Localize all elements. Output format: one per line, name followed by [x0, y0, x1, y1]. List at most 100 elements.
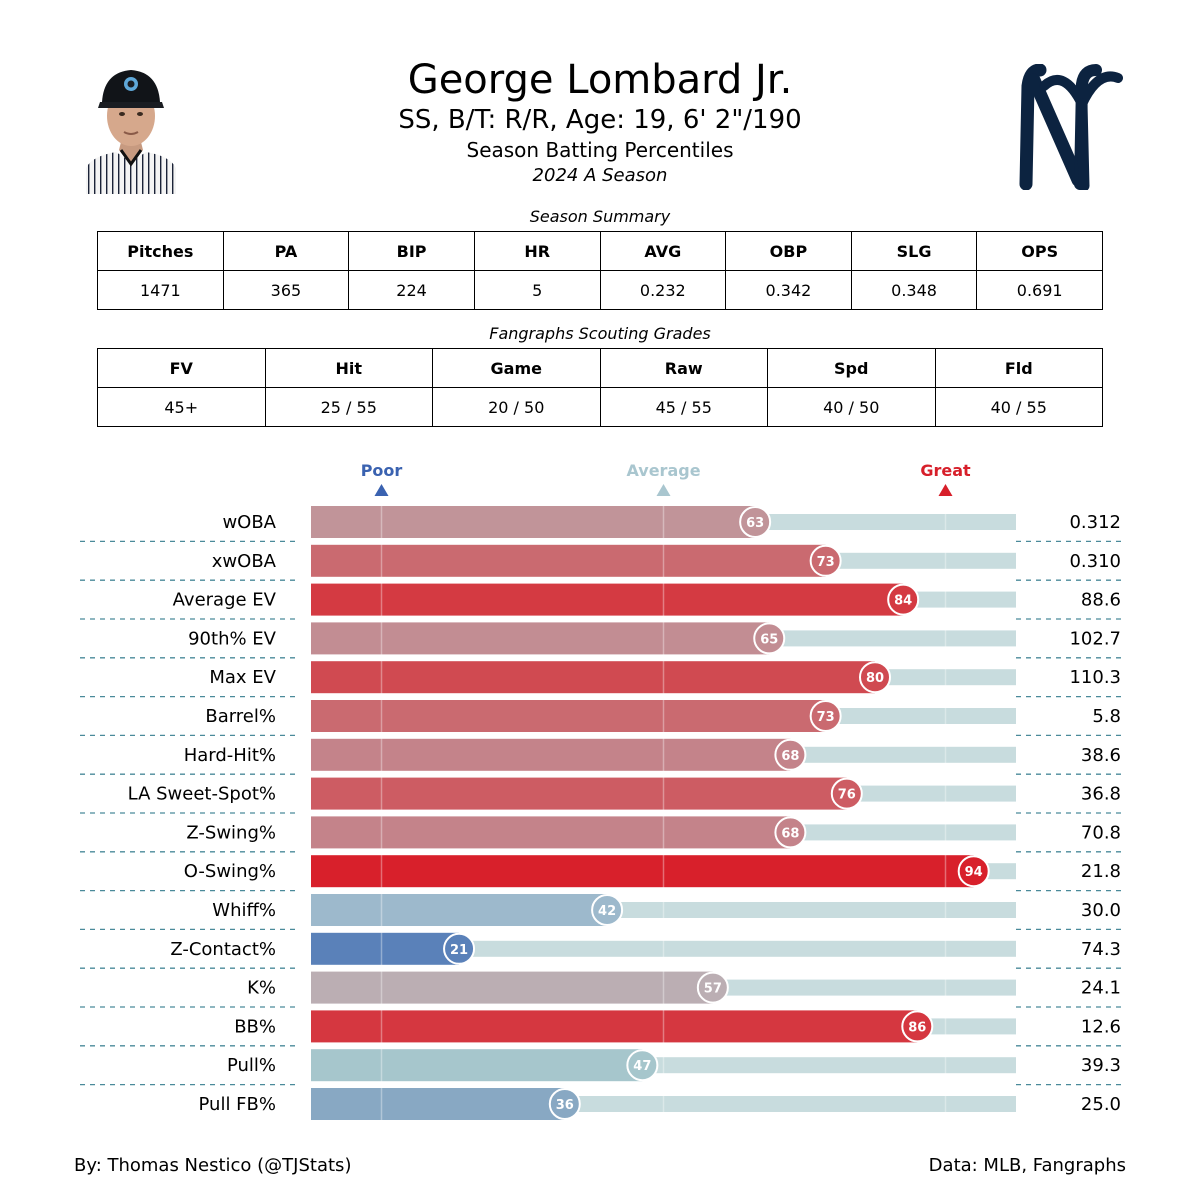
percentile-marker	[774, 738, 807, 771]
season-summary-table: Pitches PA BIP HR AVG OBP SLG OPS 1471 3…	[97, 231, 1103, 310]
percentile-marker	[548, 1088, 581, 1120]
scouting-grades-value: 25 / 55	[264, 387, 433, 427]
season-summary-header: PA	[222, 231, 350, 271]
season-summary-header: OBP	[725, 231, 852, 271]
stat-value: 30.0	[1081, 900, 1121, 921]
footer-credit: By: Thomas Nestico (@TJStats)	[74, 1155, 352, 1176]
metric-label: Pull%	[227, 1055, 276, 1076]
percentile-bar	[311, 544, 826, 577]
percentile-bar	[311, 777, 847, 810]
percentile-chart: Poor Average Great wOBA 0.312 xwOBA 0.310 Avera…	[80, 461, 1122, 1120]
scouting-grades-caption: Fangraphs Scouting Grades	[489, 324, 711, 343]
scouting-grades-value-row: 45+ 25 / 55 20 / 50 45 / 55 40 / 50 40 /…	[97, 387, 1103, 427]
percentile-marker-label: 21	[450, 943, 468, 958]
scouting-grades-value: 45 / 55	[599, 387, 768, 427]
footer-source: Data: MLB, Fangraphs	[928, 1155, 1126, 1176]
metric-label: O-Swing%	[184, 861, 276, 882]
percentile-marker-label: 73	[817, 555, 835, 570]
scouting-grades-header: FV	[97, 348, 266, 388]
percentile-marker	[626, 1049, 659, 1082]
percentile-marker-label: 65	[760, 632, 778, 647]
percentile-marker-label: 84	[894, 594, 912, 609]
percentile-marker-label: 86	[908, 1020, 926, 1035]
stat-value: 0.312	[1069, 512, 1121, 533]
metric-label: Average EV	[173, 590, 277, 611]
percentile-bar	[311, 506, 756, 538]
percentile-marker	[774, 816, 807, 849]
percentile-marker-label: 76	[838, 788, 856, 803]
percentile-marker-label: 36	[556, 1098, 574, 1113]
metric-label: Hard-Hit%	[184, 745, 276, 766]
season-summary-header-row: Pitches PA BIP HR AVG OBP SLG OPS	[97, 231, 1103, 271]
metric-label: Barrel%	[205, 706, 276, 727]
reference-marker-triangle	[656, 484, 671, 496]
percentile-marker	[443, 932, 476, 965]
percentile-bar	[311, 738, 791, 771]
scouting-grades-header: Raw	[599, 348, 768, 388]
scouting-grades-table: FV Hit Game Raw Spd Fld 45+ 25 / 55 20 /…	[97, 348, 1103, 427]
metric-label: Z-Contact%	[170, 939, 276, 960]
percentile-marker-label: 68	[781, 749, 799, 764]
stat-value: 24.1	[1081, 978, 1121, 999]
percentile-bar	[311, 855, 974, 888]
metric-label: BB%	[234, 1016, 276, 1037]
percentile-bar	[311, 622, 770, 655]
season-summary-header: SLG	[850, 231, 978, 271]
season-summary-header: HR	[473, 231, 601, 271]
percentile-marker	[753, 622, 786, 655]
stat-value: 5.8	[1092, 706, 1121, 727]
stat-value: 74.3	[1081, 939, 1121, 960]
season-summary-value: 1471	[97, 270, 224, 310]
reference-marker-triangle	[938, 484, 953, 496]
metric-label: Pull FB%	[199, 1094, 276, 1115]
percentile-marker	[901, 1010, 934, 1043]
percentile-marker-label: 68	[781, 826, 799, 841]
scouting-grades-value: 20 / 50	[432, 387, 601, 427]
percentile-bar	[311, 894, 608, 926]
reference-marker-triangle	[374, 484, 389, 496]
stat-value: 0.310	[1069, 551, 1121, 572]
season-summary-value: 0.348	[850, 270, 978, 310]
percentile-marker-label: 73	[817, 710, 835, 725]
metric-label: 90th% EV	[188, 628, 277, 649]
percentile-bar	[311, 1088, 565, 1120]
reference-marker-label: Average	[626, 461, 700, 480]
percentile-marker-label: 94	[965, 865, 983, 880]
percentile-bar	[311, 700, 826, 732]
metric-label: Max EV	[209, 667, 276, 688]
scouting-grades-value: 40 / 50	[767, 387, 936, 427]
reference-marker-label: Poor	[361, 461, 403, 480]
percentile-marker	[809, 700, 842, 732]
stat-value: 102.7	[1069, 628, 1121, 649]
percentile-bar	[311, 971, 713, 1004]
season-summary-value-row: 1471 365 224 5 0.232 0.342 0.348 0.691	[97, 270, 1103, 310]
stat-value: 38.6	[1081, 745, 1121, 766]
player-headshot-image	[86, 70, 176, 194]
percentile-marker	[859, 661, 891, 694]
scouting-grades-value: 40 / 55	[934, 387, 1103, 427]
percentile-bar	[311, 661, 875, 694]
percentile-bar	[311, 1049, 643, 1082]
season-summary-value: 0.691	[976, 270, 1103, 310]
season-summary-value: 0.342	[725, 270, 852, 310]
scouting-grades-header-row: FV Hit Game Raw Spd Fld	[97, 348, 1103, 388]
percentile-marker-label: 47	[633, 1059, 651, 1074]
metric-label: wOBA	[222, 512, 276, 533]
stat-value: 70.8	[1081, 822, 1121, 843]
percentile-marker-label: 57	[704, 982, 722, 997]
percentile-marker-label: 80	[866, 671, 884, 686]
stat-value: 110.3	[1069, 667, 1121, 688]
player-info: SS, B/T: R/R, Age: 19, 6' 2"/190	[398, 105, 802, 135]
scouting-grades-header: Spd	[767, 348, 936, 388]
season-summary-header: BIP	[348, 231, 475, 271]
season-summary-value: 0.232	[599, 270, 727, 310]
percentile-marker-label: 63	[746, 516, 764, 531]
percentile-track	[311, 940, 1016, 957]
percentile-marker	[696, 971, 729, 1004]
percentile-marker	[957, 855, 990, 888]
season-summary-value: 5	[473, 270, 601, 310]
season-summary-header: AVG	[599, 231, 727, 271]
stat-value: 88.6	[1081, 590, 1121, 611]
scouting-grades-header: Game	[432, 348, 601, 388]
percentile-marker-label: 42	[598, 904, 616, 919]
